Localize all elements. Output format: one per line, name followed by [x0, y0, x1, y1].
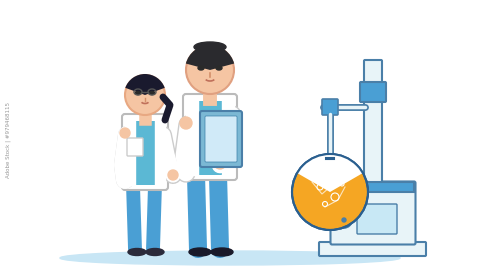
Ellipse shape: [198, 66, 204, 70]
FancyBboxPatch shape: [360, 82, 386, 102]
Ellipse shape: [211, 248, 233, 256]
Ellipse shape: [136, 92, 140, 95]
FancyBboxPatch shape: [200, 111, 242, 167]
Circle shape: [214, 157, 226, 169]
FancyBboxPatch shape: [330, 181, 416, 244]
Circle shape: [342, 218, 346, 222]
Ellipse shape: [128, 249, 146, 256]
FancyBboxPatch shape: [196, 101, 224, 175]
FancyBboxPatch shape: [133, 121, 157, 185]
FancyBboxPatch shape: [332, 182, 414, 192]
Bar: [155, 117, 165, 185]
Wedge shape: [126, 74, 164, 95]
Ellipse shape: [189, 248, 211, 256]
Circle shape: [120, 128, 130, 138]
FancyBboxPatch shape: [322, 99, 338, 115]
Circle shape: [186, 46, 234, 94]
Circle shape: [168, 170, 178, 180]
Bar: [125, 117, 135, 185]
FancyBboxPatch shape: [127, 138, 143, 156]
Wedge shape: [297, 154, 363, 192]
FancyBboxPatch shape: [205, 116, 237, 162]
Bar: [186, 97, 198, 175]
FancyBboxPatch shape: [183, 94, 237, 180]
Circle shape: [336, 212, 352, 228]
Ellipse shape: [60, 251, 400, 265]
Ellipse shape: [194, 42, 226, 52]
Bar: [222, 97, 234, 175]
FancyBboxPatch shape: [357, 204, 397, 234]
Text: Adobe Stock | #979468115: Adobe Stock | #979468115: [6, 102, 11, 178]
Circle shape: [180, 117, 192, 129]
Ellipse shape: [150, 92, 154, 95]
FancyBboxPatch shape: [319, 242, 426, 256]
Circle shape: [292, 154, 368, 230]
FancyBboxPatch shape: [364, 96, 382, 183]
FancyBboxPatch shape: [364, 60, 382, 84]
Ellipse shape: [216, 66, 222, 70]
Bar: [326, 158, 334, 159]
FancyBboxPatch shape: [122, 114, 168, 190]
Wedge shape: [186, 45, 234, 70]
Ellipse shape: [146, 249, 164, 256]
Circle shape: [125, 75, 165, 115]
